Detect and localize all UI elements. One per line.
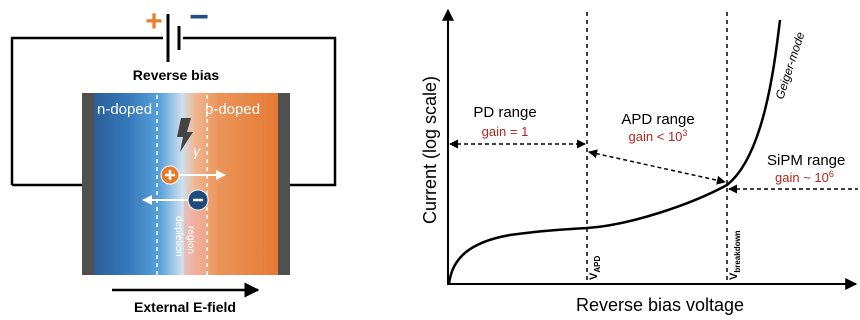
photon-gamma-symbol: γ	[193, 143, 201, 159]
pd-range-label: PD range	[473, 104, 536, 121]
vbreakdown-label: Vbreakdown	[728, 230, 742, 280]
depletion-region-overlay	[184, 200, 206, 275]
battery-plus-sign: +	[145, 5, 163, 38]
apd-gain-label: gain < 103	[629, 128, 688, 144]
circuit-wire	[10, 36, 337, 187]
photon-lightning-icon	[177, 118, 193, 152]
reverse-bias-label: Reverse bias	[133, 67, 220, 83]
pd-gain-label: gain = 1	[482, 124, 529, 139]
depletion-label-line1: depletion	[173, 216, 184, 257]
sipm-range-label: SiPM range	[767, 152, 845, 169]
vapd-label: VAPD	[588, 256, 602, 280]
iv-curve-diagram: Current (log scale) Reverse bias voltage…	[420, 8, 858, 315]
apd-range-label: APD range	[621, 111, 694, 128]
sipm-gain-label: gain ~ 106	[775, 169, 834, 185]
iv-curve	[447, 19, 782, 285]
right-electrode	[278, 93, 290, 275]
p-doped-label: p-doped	[205, 101, 260, 118]
depletion-label-line2: region	[185, 226, 196, 254]
efield-label: External E-field	[134, 299, 236, 315]
left-electrode	[82, 93, 94, 275]
battery-minus-sign: −	[189, 0, 209, 36]
x-axis-label: Reverse bias voltage	[576, 295, 744, 315]
y-axis-label: Current (log scale)	[420, 76, 440, 224]
pn-junction-diagram: + − Reverse bias n-doped p-doped γ deple…	[10, 0, 337, 315]
n-doped-label: n-doped	[97, 101, 152, 118]
apd-range-arrow	[588, 149, 726, 185]
